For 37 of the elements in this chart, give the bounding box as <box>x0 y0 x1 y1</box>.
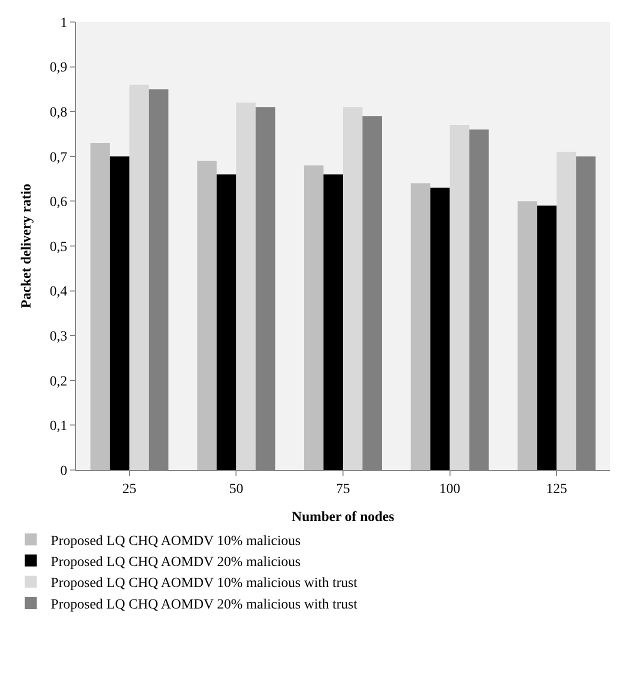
x-tick-label: 75 <box>336 482 350 497</box>
legend-label: Proposed LQ CHQ AOMDV 10% malicious with trust <box>50 576 358 592</box>
y-tick-label: 0,6 <box>50 195 68 210</box>
y-tick-label: 0,4 <box>50 284 68 300</box>
y-axis-title: Packet delivery ratio <box>19 184 34 308</box>
bar <box>343 107 362 470</box>
bar <box>110 156 130 470</box>
x-tick-label: 25 <box>122 482 136 497</box>
bar <box>556 152 576 470</box>
x-tick-label: 125 <box>546 482 568 497</box>
x-axis-title: Number of nodes <box>292 510 395 526</box>
y-tick-label: 0,2 <box>50 374 68 390</box>
bar <box>216 174 236 470</box>
bar <box>90 142 110 470</box>
bar <box>518 201 538 470</box>
y-tick-label: 0 <box>60 464 68 479</box>
bar <box>304 165 324 470</box>
bar <box>410 183 430 470</box>
bar <box>197 160 217 470</box>
legend-label: Proposed LQ CHQ AOMDV 20% malicious <box>50 555 301 570</box>
y-tick-label: 1 <box>60 16 68 31</box>
legend-label: Proposed LQ CHQ AOMDV 10% malicious <box>50 534 301 549</box>
bar <box>537 206 557 470</box>
y-tick-label: 0,7 <box>50 150 68 166</box>
bar <box>236 102 256 470</box>
y-tick-label: 0,8 <box>50 106 68 120</box>
legend-label: Proposed LQ CHQ AOMDV 20% malicious with trust <box>50 597 358 612</box>
bar <box>430 188 450 470</box>
y-tick-label: 0,1 <box>50 419 68 434</box>
x-tick-label: 100 <box>439 482 460 497</box>
y-tick-label: 0,9 <box>50 60 68 76</box>
y-tick-label: 0,5 <box>50 240 68 255</box>
y-tick-label: 0,3 <box>50 330 68 344</box>
x-tick-label: 50 <box>229 482 244 497</box>
bar <box>450 125 470 470</box>
bar <box>324 174 343 470</box>
bar <box>129 84 149 470</box>
